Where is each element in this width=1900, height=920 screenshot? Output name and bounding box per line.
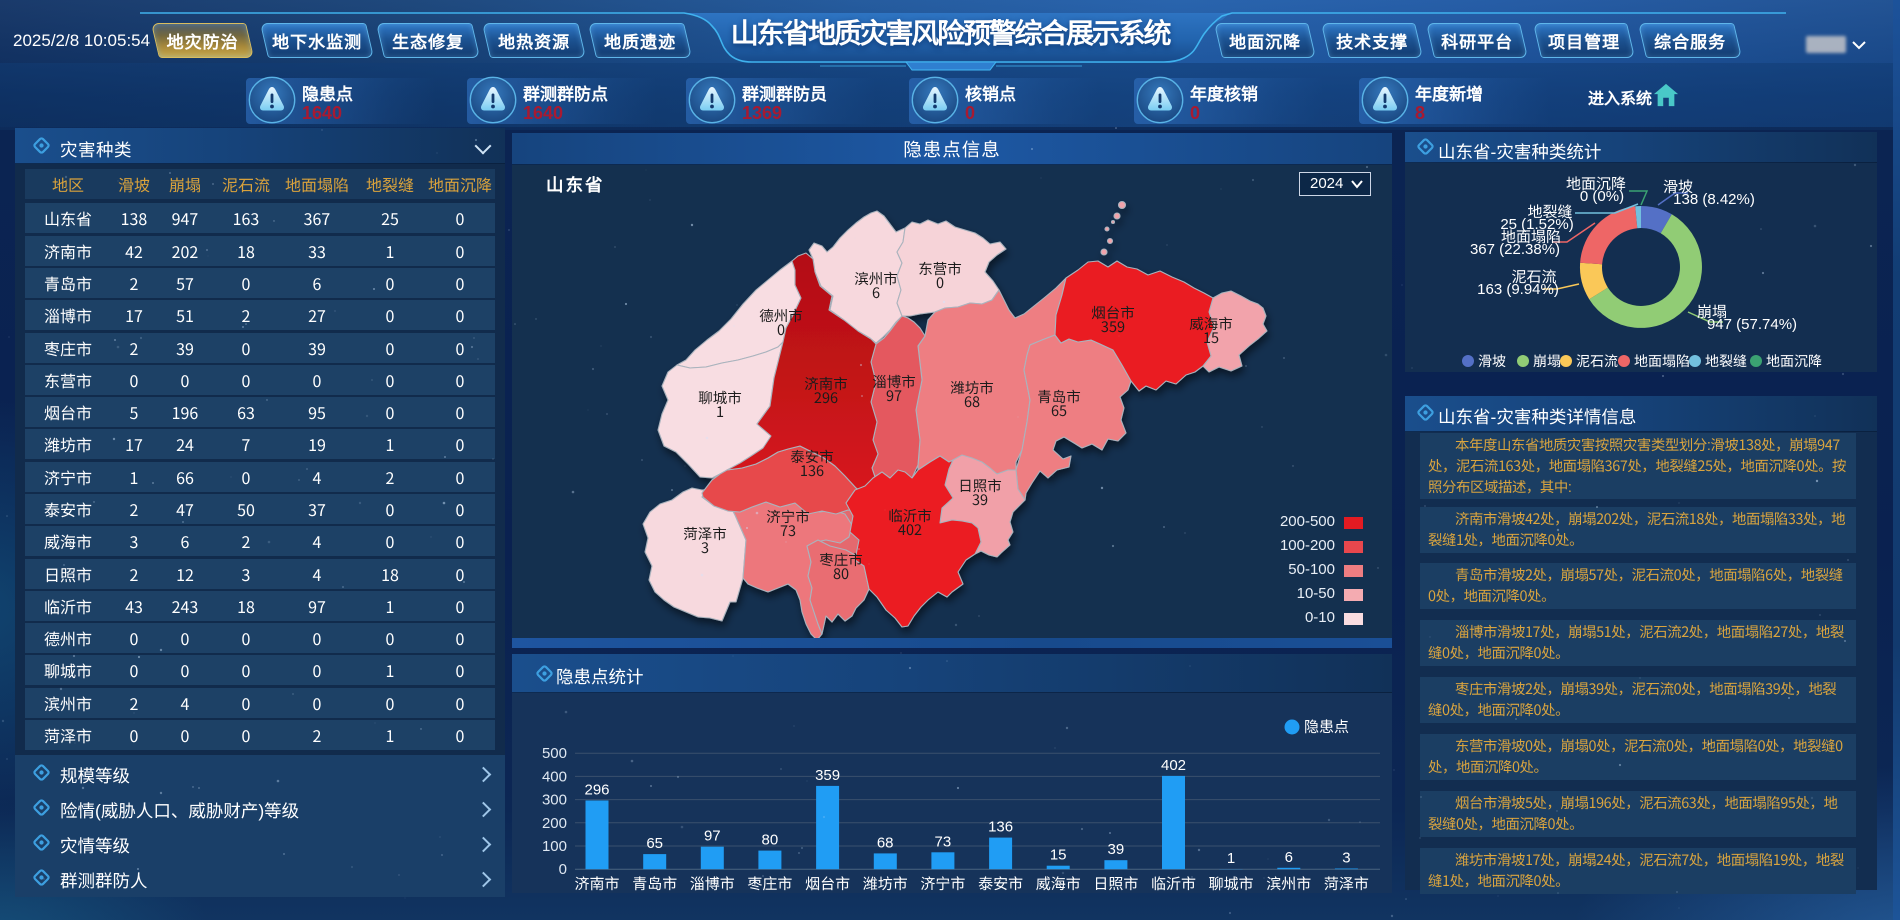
svg-text:滑坡: 滑坡: [1663, 176, 1693, 197]
svg-text:聊城市: 聊城市: [1209, 873, 1254, 894]
svg-text:滨州市: 滨州市: [854, 268, 898, 289]
svg-text:枣庄市: 枣庄市: [747, 873, 792, 894]
svg-text:15: 15: [1050, 847, 1067, 864]
svg-text:68: 68: [877, 834, 894, 851]
svg-text:80: 80: [833, 563, 849, 584]
svg-text:359: 359: [815, 767, 840, 784]
svg-text:138 (8.42%): 138 (8.42%): [1673, 191, 1755, 208]
svg-text:163 (9.94%): 163 (9.94%): [1477, 281, 1559, 298]
svg-text:德州市: 德州市: [759, 305, 803, 326]
svg-text:39: 39: [972, 489, 988, 510]
svg-text:80: 80: [762, 832, 779, 849]
svg-text:滑坡: 滑坡: [1478, 351, 1506, 371]
svg-text:0: 0: [559, 861, 567, 878]
svg-text:97: 97: [704, 828, 721, 845]
svg-text:济宁市: 济宁市: [920, 873, 965, 894]
svg-text:367 (22.38%): 367 (22.38%): [1470, 241, 1560, 258]
svg-text:菏泽市: 菏泽市: [683, 523, 727, 544]
svg-text:菏泽市: 菏泽市: [1324, 873, 1369, 894]
svg-text:947 (57.74%): 947 (57.74%): [1707, 316, 1797, 333]
svg-text:淄博市: 淄博市: [690, 873, 735, 894]
svg-text:滨州市: 滨州市: [1266, 873, 1311, 894]
svg-text:威海市: 威海市: [1036, 873, 1081, 894]
svg-text:296: 296: [814, 387, 838, 408]
svg-text:青岛市: 青岛市: [1037, 386, 1081, 407]
svg-text:400: 400: [542, 768, 567, 785]
svg-text:济南市: 济南市: [804, 373, 848, 394]
svg-text:200: 200: [542, 815, 567, 832]
svg-text:136: 136: [988, 819, 1013, 836]
svg-text:崩塌: 崩塌: [1697, 301, 1727, 322]
svg-text:1: 1: [1227, 850, 1235, 867]
svg-text:359: 359: [1101, 316, 1125, 337]
svg-text:402: 402: [898, 519, 922, 540]
svg-text:3: 3: [701, 537, 709, 558]
svg-text:1: 1: [716, 401, 724, 422]
svg-text:100: 100: [542, 838, 567, 855]
svg-text:0 (0%): 0 (0%): [1580, 188, 1624, 205]
svg-text:73: 73: [935, 833, 952, 850]
svg-text:临沂市: 临沂市: [888, 505, 932, 526]
svg-text:淄博市: 淄博市: [872, 371, 916, 392]
svg-text:地裂缝: 地裂缝: [1705, 351, 1747, 371]
svg-text:青岛市: 青岛市: [632, 873, 677, 894]
svg-text:地面塌陷: 地面塌陷: [1501, 226, 1561, 247]
svg-text:97: 97: [886, 385, 902, 406]
svg-text:136: 136: [800, 460, 824, 481]
svg-text:地面沉降: 地面沉降: [1766, 351, 1822, 371]
svg-text:泰安市: 泰安市: [978, 873, 1023, 894]
svg-text:枣庄市: 枣庄市: [819, 549, 863, 570]
svg-text:威海市: 威海市: [1189, 313, 1233, 334]
svg-text:地裂缝: 地裂缝: [1527, 201, 1572, 222]
svg-text:潍坊市: 潍坊市: [863, 873, 908, 894]
svg-text:6: 6: [1285, 849, 1293, 866]
svg-text:烟台市: 烟台市: [805, 873, 850, 894]
svg-text:296: 296: [584, 782, 609, 799]
svg-text:65: 65: [1051, 400, 1067, 421]
svg-text:烟台市: 烟台市: [1091, 302, 1135, 323]
svg-text:隐患点: 隐患点: [1304, 716, 1349, 737]
svg-text:地面沉降: 地面沉降: [1566, 173, 1626, 194]
svg-text:6: 6: [872, 282, 880, 303]
svg-text:402: 402: [1161, 757, 1186, 774]
svg-text:济宁市: 济宁市: [766, 506, 810, 527]
svg-text:300: 300: [542, 792, 567, 809]
svg-text:3: 3: [1342, 850, 1350, 867]
svg-text:68: 68: [964, 391, 980, 412]
svg-text:泥石流: 泥石流: [1576, 351, 1618, 371]
svg-text:日照市: 日照市: [1093, 873, 1138, 894]
svg-text:泥石流: 泥石流: [1511, 266, 1556, 287]
svg-text:15: 15: [1203, 327, 1219, 348]
svg-text:65: 65: [646, 835, 663, 852]
svg-text:39: 39: [1108, 841, 1125, 858]
svg-text:潍坊市: 潍坊市: [950, 377, 994, 398]
svg-text:500: 500: [542, 745, 567, 762]
svg-text:0: 0: [936, 272, 944, 293]
svg-text:日照市: 日照市: [958, 475, 1002, 496]
svg-text:东营市: 东营市: [918, 258, 962, 279]
svg-text:临沂市: 临沂市: [1151, 873, 1196, 894]
svg-text:73: 73: [780, 520, 796, 541]
svg-text:地面塌陷: 地面塌陷: [1634, 351, 1690, 371]
svg-text:泰安市: 泰安市: [790, 446, 834, 467]
svg-text:聊城市: 聊城市: [698, 387, 742, 408]
svg-text:崩塌: 崩塌: [1533, 351, 1561, 371]
svg-text:济南市: 济南市: [574, 873, 619, 894]
svg-text:25 (1.52%): 25 (1.52%): [1500, 216, 1573, 233]
svg-text:0: 0: [777, 319, 785, 340]
